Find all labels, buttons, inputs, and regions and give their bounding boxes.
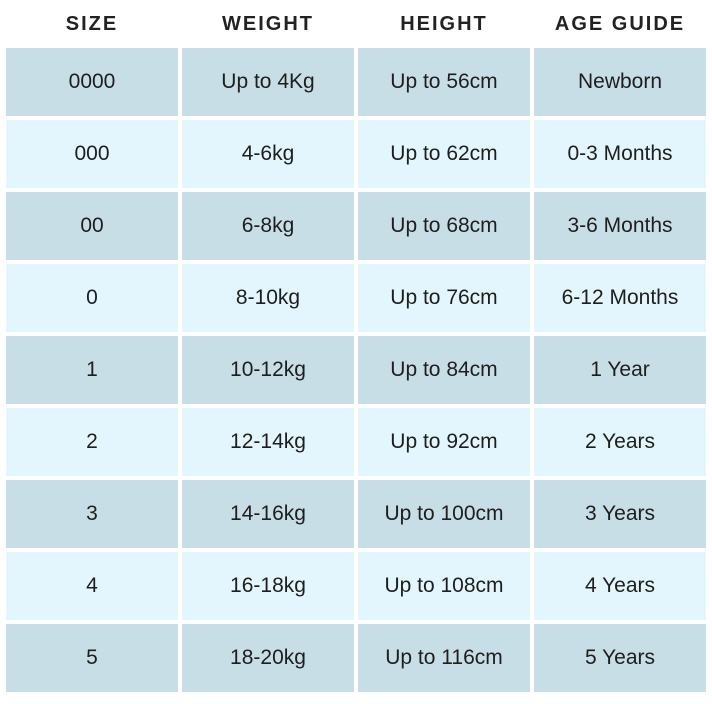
cell-age-guide: 6-12 Months (534, 264, 706, 332)
cell-height: Up to 76cm (358, 264, 530, 332)
cell-size: 3 (6, 480, 178, 548)
table-row: 0000 Up to 4Kg Up to 56cm Newborn (6, 48, 706, 116)
table-row: 0 8-10kg Up to 76cm 6-12 Months (6, 264, 706, 332)
cell-weight: Up to 4Kg (182, 48, 354, 116)
cell-weight: 10-12kg (182, 336, 354, 404)
table-row: 5 18-20kg Up to 116cm 5 Years (6, 624, 706, 692)
table-row: 2 12-14kg Up to 92cm 2 Years (6, 408, 706, 476)
table-row: 4 16-18kg Up to 108cm 4 Years (6, 552, 706, 620)
cell-size: 000 (6, 120, 178, 188)
cell-height: Up to 62cm (358, 120, 530, 188)
cell-size: 2 (6, 408, 178, 476)
cell-age-guide: 1 Year (534, 336, 706, 404)
cell-age-guide: Newborn (534, 48, 706, 116)
cell-weight: 18-20kg (182, 624, 354, 692)
cell-size: 0 (6, 264, 178, 332)
cell-weight: 12-14kg (182, 408, 354, 476)
cell-age-guide: 3-6 Months (534, 192, 706, 260)
table-row: 000 4-6kg Up to 62cm 0-3 Months (6, 120, 706, 188)
header-weight: WEIGHT (222, 12, 314, 35)
cell-age-guide: 4 Years (534, 552, 706, 620)
cell-weight: 4-6kg (182, 120, 354, 188)
cell-height: Up to 56cm (358, 48, 530, 116)
cell-height: Up to 84cm (358, 336, 530, 404)
header-height: HEIGHT (400, 12, 488, 35)
cell-size: 4 (6, 552, 178, 620)
cell-age-guide: 5 Years (534, 624, 706, 692)
cell-height: Up to 92cm (358, 408, 530, 476)
cell-weight: 8-10kg (182, 264, 354, 332)
header-size: SIZE (65, 12, 119, 35)
header-row: SIZE WEIGHT HEIGHT AGE GUIDE (6, 4, 706, 44)
table-row: 00 6-8kg Up to 68cm 3-6 Months (6, 192, 706, 260)
table-row: 3 14-16kg Up to 100cm 3 Years (6, 480, 706, 548)
table-row: 1 10-12kg Up to 84cm 1 Year (6, 336, 706, 404)
cell-age-guide: 3 Years (534, 480, 706, 548)
cell-weight: 14-16kg (182, 480, 354, 548)
cell-size: 5 (6, 624, 178, 692)
cell-weight: 16-18kg (182, 552, 354, 620)
header-age-guide: AGE GUIDE (554, 12, 686, 35)
cell-age-guide: 2 Years (534, 408, 706, 476)
cell-age-guide: 0-3 Months (534, 120, 706, 188)
cell-size: 1 (6, 336, 178, 404)
cell-height: Up to 116cm (358, 624, 530, 692)
cell-weight: 6-8kg (182, 192, 354, 260)
cell-size: 0000 (6, 48, 178, 116)
cell-size: 00 (6, 192, 178, 260)
cell-height: Up to 68cm (358, 192, 530, 260)
cell-height: Up to 108cm (358, 552, 530, 620)
cell-height: Up to 100cm (358, 480, 530, 548)
